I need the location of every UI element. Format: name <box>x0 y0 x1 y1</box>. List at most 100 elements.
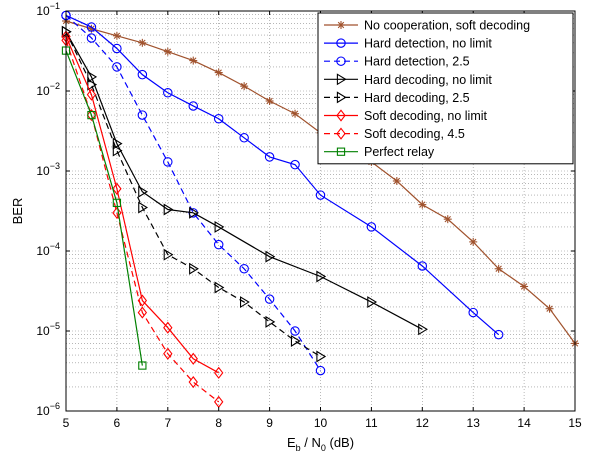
data-point-circle <box>290 159 300 170</box>
legend-entry: Soft decoding, no limit <box>324 109 488 123</box>
data-point-circle <box>264 294 275 304</box>
star-stroke <box>113 32 121 40</box>
data-point-star <box>291 109 300 118</box>
data-point-star <box>214 68 223 77</box>
legend-entry: No cooperation, soft decoding <box>324 19 530 33</box>
data-point-circle <box>493 329 504 340</box>
x-tick-label: 7 <box>164 416 171 430</box>
legend: No cooperation, soft decoding Hard detect… <box>317 12 574 165</box>
star-stroke <box>215 69 222 76</box>
legend-label: Hard detection, 2.5 <box>364 55 470 69</box>
data-point-star <box>443 215 452 224</box>
data-point-triangle <box>265 250 276 263</box>
data-point-circle <box>137 110 148 120</box>
star-stroke <box>164 48 172 55</box>
grid-lines <box>66 11 575 411</box>
x-tick-label: 11 <box>365 416 378 430</box>
legend-label: Hard detection, no limit <box>364 37 492 51</box>
x-tick-label: 6 <box>114 416 121 430</box>
data-point-circle <box>213 113 224 124</box>
data-point-triangle <box>265 315 276 328</box>
star-stroke <box>139 39 146 47</box>
star-stroke <box>240 82 248 90</box>
series-line <box>65 31 321 358</box>
data-point-diamond <box>112 182 122 195</box>
series-2 <box>61 10 326 376</box>
series-line <box>65 36 219 374</box>
data-point-circle <box>112 62 122 72</box>
star-stroke <box>444 215 451 223</box>
data-point-triangle <box>214 220 225 233</box>
x-tick-label: 9 <box>266 416 273 430</box>
data-point-triangle <box>112 144 123 157</box>
data-point-triangle <box>112 137 123 150</box>
data-point-diamond <box>336 109 346 122</box>
data-point-circle <box>264 152 275 162</box>
data-point-diamond <box>163 347 173 360</box>
data-point-circle <box>86 22 97 32</box>
data-point-star <box>337 21 345 29</box>
data-point-circle <box>366 222 377 232</box>
data-point-square <box>87 110 96 120</box>
series-line <box>65 40 220 403</box>
legend-entry: Hard decoding, 2.5 <box>324 91 470 105</box>
data-point-triangle <box>163 248 174 261</box>
star-stroke <box>469 238 477 246</box>
data-point-diamond <box>112 206 122 219</box>
data-point-square <box>138 361 147 370</box>
data-point-triangle <box>138 185 149 198</box>
data-point-star <box>418 200 427 209</box>
data-point-diamond <box>86 88 97 101</box>
data-point-diamond <box>188 375 198 389</box>
legend-label: Soft decoding, no limit <box>364 109 488 123</box>
data-point-diamond <box>188 352 198 365</box>
data-point-diamond <box>214 366 224 379</box>
data-point-circle <box>239 263 249 274</box>
x-axis-label: Eb / N0 (dB) <box>287 435 354 453</box>
data-point-triangle <box>163 203 174 216</box>
data-point-square <box>112 198 122 207</box>
series-line <box>65 50 143 366</box>
data-point-circle <box>239 133 249 143</box>
series-line <box>65 14 500 336</box>
data-point-circle <box>417 261 428 271</box>
data-point-circle <box>315 365 326 376</box>
data-point-triangle <box>336 73 347 86</box>
data-point-diamond <box>163 321 173 334</box>
data-point-star <box>520 282 529 291</box>
data-point-diamond <box>137 294 148 307</box>
data-point-star <box>545 304 554 313</box>
data-point-circle <box>336 56 346 66</box>
data-point-star <box>163 47 172 56</box>
y-tick-label: 10−5 <box>36 321 60 338</box>
data-point-star <box>494 264 503 273</box>
data-point-triangle <box>189 206 199 219</box>
y-tick-label: 10−3 <box>36 161 60 178</box>
y-tick-label: 10−1 <box>36 1 60 18</box>
y-tick-label: 10−6 <box>36 401 60 418</box>
legend-entry: Soft decoding, 4.5 <box>324 127 465 141</box>
data-point-circle <box>188 101 199 111</box>
y-axis-label: BER <box>10 198 25 225</box>
x-tick-label: 14 <box>517 416 531 430</box>
legend-entry: Perfect relay <box>324 145 435 159</box>
plot-series <box>61 10 579 408</box>
data-point-star <box>265 96 274 105</box>
x-tick-label: 13 <box>467 416 481 430</box>
star-stroke <box>266 97 273 105</box>
star-stroke <box>291 110 299 117</box>
star-stroke <box>337 21 345 29</box>
legend-label: Soft decoding, 4.5 <box>364 127 465 141</box>
legend-label: Perfect relay <box>364 145 435 159</box>
data-point-triangle <box>138 201 149 214</box>
data-point-circle <box>290 326 300 336</box>
x-tick-label: 8 <box>215 416 222 430</box>
legend-label: Hard decoding, 2.5 <box>364 91 470 105</box>
data-point-triangle <box>316 270 327 283</box>
x-tick-label: 12 <box>416 416 430 430</box>
data-point-circle <box>336 38 346 48</box>
data-point-triangle <box>87 78 98 91</box>
data-point-triangle <box>214 281 225 294</box>
data-point-circle <box>163 157 173 167</box>
